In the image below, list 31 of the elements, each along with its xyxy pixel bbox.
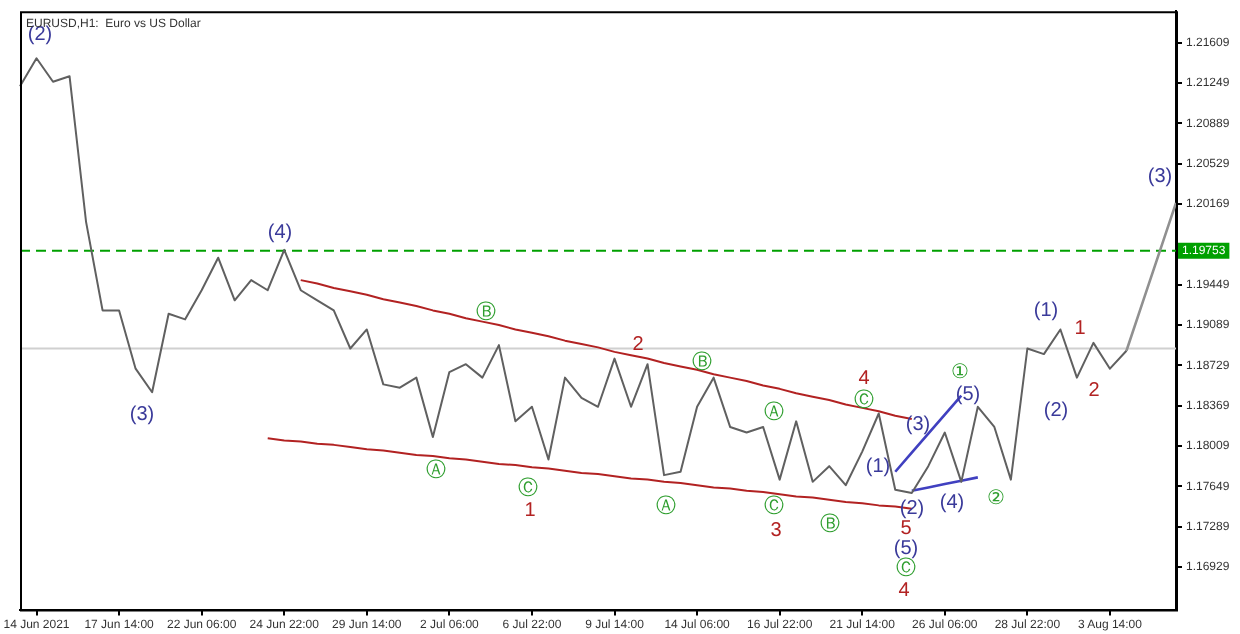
annotation: (4): [939, 491, 965, 514]
annotation: Ⓒ: [896, 555, 916, 580]
annotation: 5: [900, 517, 913, 540]
annotation: ②: [987, 487, 1006, 510]
annotation: (1): [1033, 299, 1059, 322]
annotation: (5): [955, 383, 981, 406]
annotation: (2): [899, 497, 925, 520]
annotation: 3: [770, 519, 783, 542]
annotation: (1): [865, 455, 891, 478]
annotation: 2: [632, 333, 645, 356]
annotation: 4: [858, 367, 871, 390]
annotation: Ⓐ: [656, 493, 676, 518]
annotation: Ⓑ: [476, 299, 496, 324]
annotation: (3): [129, 403, 155, 426]
annotation: (3): [1147, 165, 1173, 188]
annotation: 1: [1074, 317, 1087, 340]
annotation: Ⓑ: [820, 511, 840, 536]
annotation: Ⓒ: [764, 493, 784, 518]
annotation: (4): [267, 221, 293, 244]
annotation: 1: [524, 499, 537, 522]
annotation: 4: [898, 579, 911, 602]
annotation: (5): [893, 537, 919, 560]
annotation: Ⓐ: [764, 399, 784, 424]
annotation: Ⓑ: [692, 349, 712, 374]
annotation: Ⓒ: [518, 475, 538, 500]
annotation: Ⓒ: [854, 387, 874, 412]
annotation: (2): [1043, 399, 1069, 422]
annotation: Ⓐ: [426, 457, 446, 482]
annotation: ①: [951, 361, 970, 384]
annotation: 2: [1088, 379, 1101, 402]
annotation: (3): [905, 413, 931, 436]
